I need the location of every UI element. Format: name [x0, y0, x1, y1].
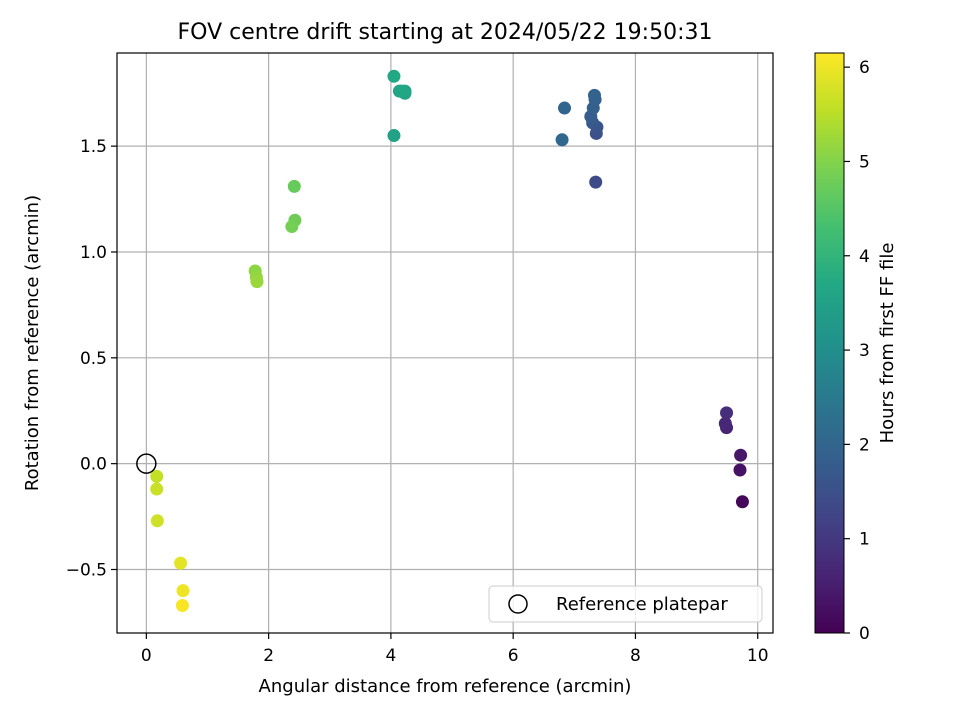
data-point	[150, 514, 164, 528]
legend-box	[488, 585, 763, 623]
data-point	[250, 275, 264, 289]
colorbar: 0 1 2 3 4 5 6 Hours from first FF file	[814, 52, 898, 644]
y-tick-label: 1.5	[80, 137, 107, 157]
data-point	[175, 598, 189, 612]
reference-point	[136, 453, 157, 474]
legend-marker-icon	[508, 594, 528, 614]
reference-marker	[136, 453, 157, 474]
x-tick-label: 0	[141, 646, 152, 666]
data-point	[718, 416, 732, 430]
y-axis-label: Rotation from reference (arcmin)	[22, 195, 43, 491]
x-tick-label: 2	[263, 646, 274, 666]
colorbar-gradient	[814, 52, 845, 634]
data-point	[734, 448, 748, 462]
points-layer	[150, 69, 749, 612]
x-tick-label: 10	[747, 646, 769, 666]
data-point	[395, 84, 409, 98]
data-point	[735, 495, 749, 509]
data-point	[558, 101, 572, 115]
colorbar-ticks: 0 1 2 3 4 5 6	[844, 58, 870, 644]
legend: Reference platepar	[488, 585, 763, 623]
colorbar-tick-label: 4	[859, 247, 870, 267]
colorbar-tick-label: 3	[859, 341, 870, 361]
colorbar-tick-label: 5	[859, 152, 870, 172]
colorbar-tick-label: 6	[859, 58, 870, 78]
data-point	[587, 88, 601, 102]
x-tick-label: 8	[630, 646, 641, 666]
plot-frame	[116, 52, 774, 634]
data-point	[555, 133, 569, 147]
y-ticks: −0.5 0.0 0.5 1.0 1.5	[66, 137, 117, 580]
x-ticks: 0 2 4 6 8 10	[141, 633, 769, 666]
data-point	[733, 463, 747, 477]
data-point	[720, 406, 734, 420]
grid	[117, 53, 773, 633]
x-axis-label: Angular distance from reference (arcmin)	[259, 676, 632, 697]
colorbar-label: Hours from first FF file	[877, 243, 898, 444]
data-point	[150, 482, 164, 496]
data-point	[176, 584, 190, 598]
data-point	[387, 69, 401, 83]
data-point	[174, 556, 188, 570]
data-point	[285, 220, 299, 234]
data-point	[589, 175, 603, 189]
legend-entry-reference: Reference platepar	[556, 594, 728, 615]
y-tick-label: 0.5	[80, 349, 107, 369]
data-point	[387, 129, 401, 143]
colorbar-tick-label: 0	[859, 624, 870, 644]
y-tick-label: −0.5	[66, 560, 107, 580]
x-tick-label: 4	[385, 646, 396, 666]
chart-title: FOV centre drift starting at 2024/05/22 …	[178, 20, 713, 45]
x-tick-label: 6	[508, 646, 519, 666]
data-point	[287, 179, 301, 193]
data-point	[150, 469, 164, 483]
y-tick-label: 0.0	[80, 455, 107, 475]
colorbar-tick-label: 2	[859, 435, 870, 455]
colorbar-tick-label: 1	[859, 530, 870, 550]
y-tick-label: 1.0	[80, 243, 107, 263]
